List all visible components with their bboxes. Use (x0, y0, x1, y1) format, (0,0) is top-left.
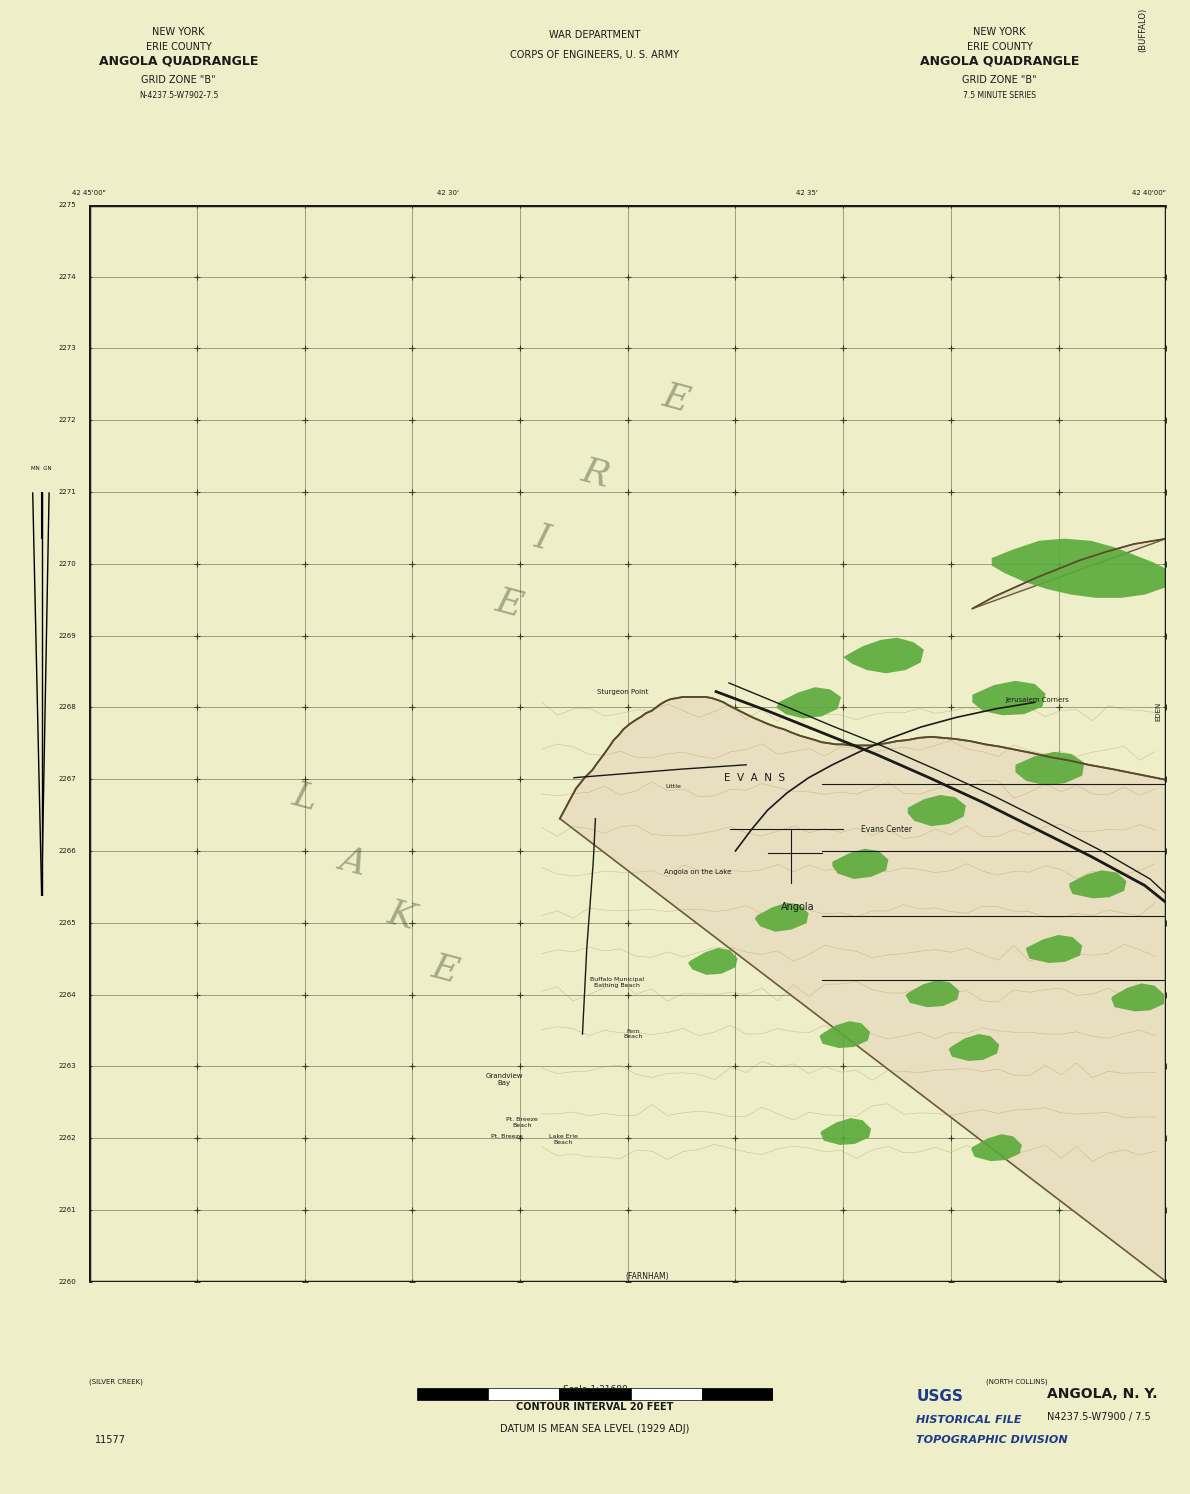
Text: 2265: 2265 (58, 920, 76, 926)
Text: 42 35': 42 35' (796, 190, 818, 196)
Text: 42 40'00": 42 40'00" (1133, 190, 1166, 196)
Text: 2264: 2264 (58, 992, 76, 998)
Text: E: E (659, 379, 694, 418)
Polygon shape (754, 902, 809, 932)
Text: K: K (384, 896, 419, 935)
Text: N4237.5-W7900 / 7.5: N4237.5-W7900 / 7.5 (1047, 1412, 1151, 1422)
Text: 2274: 2274 (58, 273, 76, 279)
Text: L: L (289, 777, 320, 817)
Text: 2266: 2266 (58, 849, 76, 855)
Text: Jerusalem Corners: Jerusalem Corners (1006, 698, 1069, 704)
Bar (559, 1388, 631, 1400)
Polygon shape (832, 849, 889, 878)
Text: E: E (427, 950, 462, 989)
Text: 2260: 2260 (58, 1279, 76, 1285)
Text: Buffalo Municipal
Bathing Beach: Buffalo Municipal Bathing Beach (590, 977, 644, 988)
Text: NEW YORK: NEW YORK (152, 27, 205, 37)
Text: 2263: 2263 (58, 1064, 76, 1070)
Text: CONTOUR INTERVAL 20 FEET: CONTOUR INTERVAL 20 FEET (516, 1401, 674, 1412)
Polygon shape (908, 795, 966, 826)
Text: ANGOLA, N. Y.: ANGOLA, N. Y. (1047, 1388, 1158, 1401)
Polygon shape (688, 947, 738, 974)
Polygon shape (1015, 751, 1084, 786)
Text: Evans Center: Evans Center (860, 825, 912, 834)
Text: 2269: 2269 (58, 632, 76, 638)
Polygon shape (843, 638, 923, 674)
Text: ERIE COUNTY: ERIE COUNTY (145, 42, 212, 52)
Text: 2271: 2271 (58, 489, 76, 495)
Text: (SILVER CREEK): (SILVER CREEK) (89, 1379, 143, 1385)
Text: DATUM IS MEAN SEA LEVEL (1929 ADJ): DATUM IS MEAN SEA LEVEL (1929 ADJ) (500, 1424, 690, 1434)
Text: CORPS OF ENGINEERS, U. S. ARMY: CORPS OF ENGINEERS, U. S. ARMY (511, 49, 679, 60)
Text: 2268: 2268 (58, 704, 76, 710)
Polygon shape (991, 539, 1166, 598)
Text: Pt. Breeze: Pt. Breeze (491, 1134, 522, 1138)
Text: Little: Little (665, 784, 681, 789)
Bar (416, 1388, 488, 1400)
Text: 2262: 2262 (58, 1135, 76, 1141)
Text: HISTORICAL FILE: HISTORICAL FILE (916, 1415, 1022, 1425)
Text: 2275: 2275 (58, 202, 76, 208)
Text: 2273: 2273 (58, 345, 76, 351)
Polygon shape (1111, 983, 1164, 1011)
Text: 42 30': 42 30' (437, 190, 459, 196)
Text: 2261: 2261 (58, 1207, 76, 1213)
Text: (NORTH COLLINS): (NORTH COLLINS) (985, 1379, 1047, 1385)
Text: E: E (493, 584, 526, 623)
Text: 2267: 2267 (58, 777, 76, 783)
Polygon shape (820, 1020, 870, 1049)
Text: ANGOLA QUADRANGLE: ANGOLA QUADRANGLE (920, 54, 1079, 67)
Text: 42 45'00": 42 45'00" (73, 190, 106, 196)
Text: Angola on the Lake: Angola on the Lake (664, 870, 732, 875)
Text: TOPOGRAPHIC DIVISION: TOPOGRAPHIC DIVISION (916, 1434, 1067, 1445)
Text: Grandview
Bay: Grandview Bay (486, 1073, 522, 1086)
Text: (FARNHAM): (FARNHAM) (625, 1271, 669, 1280)
Polygon shape (906, 980, 959, 1007)
Bar (488, 1388, 559, 1400)
Text: NEW YORK: NEW YORK (973, 27, 1026, 37)
Text: (BUFFALO): (BUFFALO) (1138, 7, 1147, 52)
Text: 2272: 2272 (58, 417, 76, 423)
Text: 7.5 MINUTE SERIES: 7.5 MINUTE SERIES (963, 91, 1036, 100)
Text: GRID ZONE "B": GRID ZONE "B" (142, 75, 215, 85)
Bar (702, 1388, 774, 1400)
Polygon shape (972, 681, 1046, 716)
Text: 11577: 11577 (95, 1434, 126, 1445)
Text: I: I (531, 520, 553, 557)
Text: GRID ZONE "B": GRID ZONE "B" (963, 75, 1036, 85)
Text: 2270: 2270 (58, 560, 76, 566)
Polygon shape (559, 698, 1166, 1282)
Text: Fern
Beach: Fern Beach (624, 1029, 643, 1040)
Polygon shape (776, 687, 841, 719)
Bar (631, 1388, 702, 1400)
Text: USGS: USGS (916, 1389, 963, 1404)
Text: E  V  A  N  S: E V A N S (725, 772, 785, 783)
Text: N-4237.5-W7902-7.5: N-4237.5-W7902-7.5 (139, 91, 218, 100)
Polygon shape (1070, 871, 1127, 898)
Text: Lake Erie
Beach: Lake Erie Beach (549, 1134, 577, 1144)
Text: ERIE COUNTY: ERIE COUNTY (966, 42, 1033, 52)
Text: A: A (336, 843, 370, 881)
Text: Pt. Breeze
Beach: Pt. Breeze Beach (506, 1118, 538, 1128)
Text: Sturgeon Point: Sturgeon Point (596, 689, 649, 695)
Text: Scale 1:31680: Scale 1:31680 (563, 1385, 627, 1394)
Text: MN  GN: MN GN (31, 466, 52, 471)
Text: EDEN: EDEN (1155, 701, 1161, 720)
Polygon shape (820, 1118, 871, 1144)
Polygon shape (948, 1034, 1000, 1061)
Polygon shape (1026, 935, 1082, 964)
Text: Angola: Angola (781, 902, 815, 911)
Polygon shape (972, 539, 1166, 769)
Text: ANGOLA QUADRANGLE: ANGOLA QUADRANGLE (99, 54, 258, 67)
Text: WAR DEPARTMENT: WAR DEPARTMENT (550, 30, 640, 40)
Text: R: R (578, 454, 613, 495)
Polygon shape (971, 1134, 1022, 1161)
